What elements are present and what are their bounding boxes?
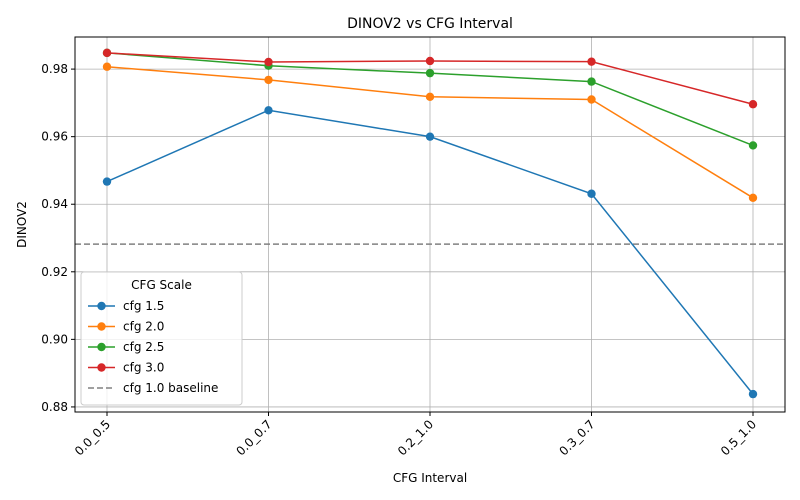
x-tick-label: 0.0_0.7 (233, 417, 274, 458)
legend-title: CFG Scale (131, 278, 192, 292)
data-point (587, 95, 596, 104)
series-layer (102, 48, 758, 399)
legend-label: cfg 2.5 (123, 340, 164, 354)
x-axis-label: CFG Interval (393, 471, 467, 485)
data-point (102, 48, 112, 58)
legend-entry: cfg 1.0 baseline (88, 381, 218, 395)
y-tick-label: 0.90 (41, 332, 68, 346)
y-tick-label: 0.96 (41, 130, 68, 144)
legend-entry: cfg 1.5 (88, 299, 164, 313)
data-point (587, 57, 596, 66)
legend-label: cfg 1.5 (123, 299, 164, 313)
data-point (587, 189, 596, 198)
data-point (748, 389, 758, 399)
legend-entry: cfg 3.0 (88, 361, 164, 375)
legend-label: cfg 3.0 (123, 361, 164, 375)
data-point (748, 141, 758, 150)
legend-marker (97, 342, 106, 352)
data-point (587, 77, 596, 86)
series-group (102, 106, 758, 399)
data-point (264, 57, 273, 67)
legend-entry: cfg 2.0 (88, 320, 164, 334)
y-tick-label: 0.98 (41, 62, 68, 76)
legend-entry: cfg 2.5 (88, 340, 164, 354)
data-point (102, 177, 112, 186)
legend-label: cfg 1.0 baseline (123, 381, 218, 395)
y-axis-label: DINOV2 (15, 201, 29, 248)
data-point (102, 62, 112, 71)
x-axis-ticks: 0.0_0.5 0.0_0.7 0.2_1.0 0.3_0.7 0.5_1.0 (72, 412, 759, 458)
chart-title: DINOV2 vs CFG Interval (347, 16, 513, 32)
x-tick-label: 0.5_1.0 (718, 417, 759, 458)
legend-marker (97, 322, 106, 331)
data-point (748, 193, 758, 203)
data-point (425, 68, 435, 78)
data-point (264, 106, 273, 115)
legend-marker (97, 363, 106, 372)
data-point (425, 132, 435, 141)
y-tick-label: 0.92 (41, 265, 68, 279)
y-tick-label: 0.88 (41, 400, 68, 414)
series-group (102, 62, 758, 203)
data-point (425, 56, 435, 66)
data-point (264, 75, 273, 85)
y-axis-ticks: 0.88 0.90 0.92 0.94 0.96 0.98 (41, 62, 75, 414)
series-group (102, 48, 758, 109)
data-point (748, 100, 758, 109)
data-point (425, 92, 435, 101)
x-tick-label: 0.0_0.5 (72, 417, 113, 458)
legend-marker (97, 301, 106, 311)
x-tick-label: 0.2_1.0 (395, 417, 436, 458)
x-tick-label: 0.3_0.7 (556, 417, 597, 458)
y-tick-label: 0.94 (41, 197, 68, 211)
legend-items: cfg 1.5 cfg 2.0 cfg 2.5 cfg 3.0 cfg 1.0 base… (88, 299, 218, 395)
legend-label: cfg 2.0 (123, 320, 164, 334)
legend-box (80, 271, 243, 406)
